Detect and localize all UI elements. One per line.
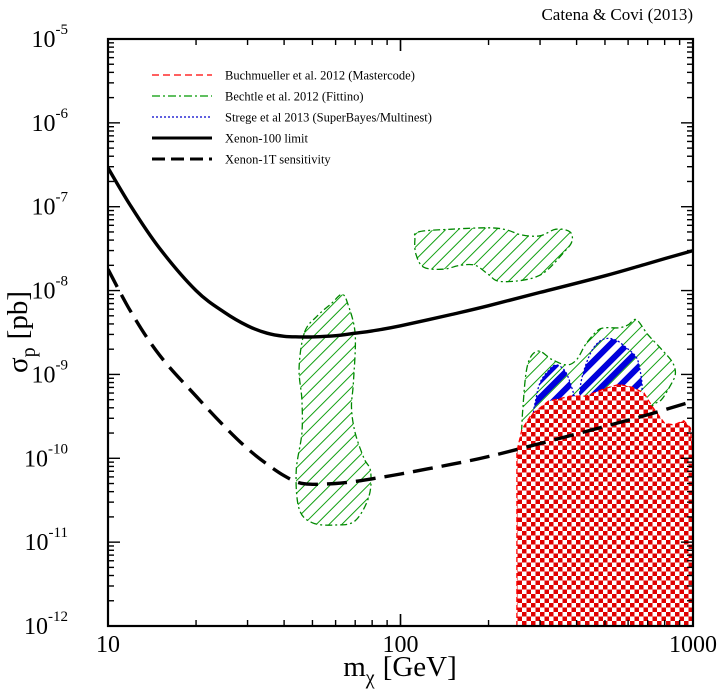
x-axis-subscript: χ	[365, 667, 375, 689]
y-tick-exponent: -6	[56, 106, 69, 122]
y-tick-exponent: -12	[48, 609, 68, 625]
y-tick-exponent: -11	[49, 525, 68, 541]
y-tick-base: 10	[32, 362, 56, 388]
y-tick-exponent: -10	[48, 441, 68, 457]
y-tick-base: 10	[32, 27, 56, 53]
y-tick-label: 10-6	[32, 106, 69, 137]
y-tick-label: 10-11	[25, 525, 68, 556]
y-axis-title: σp [pb]	[2, 291, 40, 373]
legend-label-xenon-1t-sensitivity: Xenon-1T sensitivity	[225, 153, 331, 167]
curve-xenon-1t-sensitivity	[108, 268, 693, 487]
y-tick-label: 10-8	[32, 274, 69, 305]
legend-label-bechtle-et-al-2012-fittino: Bechtle et al. 2012 (Fittino)	[225, 90, 364, 104]
y-tick-base: 10	[24, 446, 48, 472]
y-tick-base: 10	[25, 530, 49, 556]
region-fittino-region-upper-band	[413, 227, 574, 283]
axis-tick-labels: 10 100 100010-1210-1110-1010-910-810-710-6…	[24, 22, 717, 658]
y-tick-label: 10-5	[32, 22, 69, 53]
region-mastercode-region	[516, 383, 693, 626]
y-tick-exponent: -8	[56, 274, 69, 290]
y-tick-base: 10	[32, 195, 56, 221]
y-axis-subscript: p	[18, 347, 40, 357]
y-tick-label: 10-9	[32, 357, 69, 388]
legend-label-strege-et-al-2013-superbayes-multinest: Strege et al 2013 (SuperBayes/Multinest)	[225, 111, 432, 125]
y-axis-unit: [pb]	[2, 291, 34, 339]
y-tick-base: 10	[24, 614, 48, 640]
y-tick-base: 10	[32, 279, 56, 305]
x-tick-label: 10	[96, 632, 120, 658]
legend-label-buchmueller-et-al-2012-mastercode: Buchmueller et al. 2012 (Mastercode)	[225, 69, 415, 83]
y-tick-base: 10	[32, 111, 56, 137]
x-axis-symbol: m	[343, 651, 366, 683]
x-axis-title: mχ [GeV]	[343, 651, 457, 689]
chart-credit: Catena & Covi (2013)	[541, 5, 693, 24]
region-layer	[295, 227, 693, 626]
region-fittino-region-low-mass	[295, 293, 372, 526]
curve-xenon-100-limit	[108, 167, 693, 339]
y-tick-label: 10-10	[24, 441, 68, 472]
x-tick-label: 1000	[669, 632, 717, 658]
x-tick-label: 100	[383, 632, 419, 658]
legend: Buchmueller et al. 2012 (Mastercode) Bech…	[152, 69, 432, 167]
y-tick-exponent: -7	[56, 190, 69, 206]
x-axis-unit: [GeV]	[383, 651, 457, 683]
y-axis-symbol: σ	[2, 357, 34, 373]
curve-layer	[108, 167, 693, 487]
y-tick-exponent: -5	[56, 22, 69, 38]
axis-ticks	[107, 38, 694, 627]
y-tick-exponent: -9	[56, 357, 69, 373]
legend-label-xenon-100-limit: Xenon-100 limit	[225, 132, 309, 146]
y-tick-label: 10-7	[32, 190, 69, 221]
y-tick-label: 10-12	[24, 609, 68, 640]
